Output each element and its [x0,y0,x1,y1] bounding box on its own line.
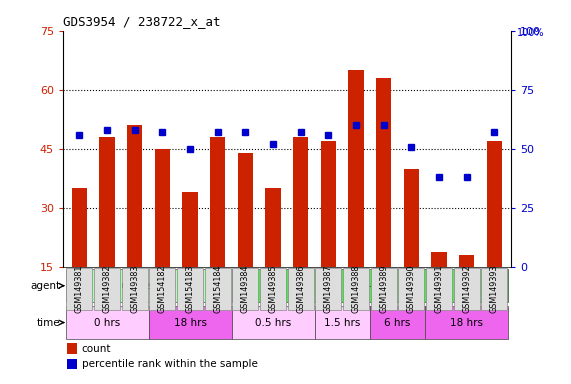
Text: GSM149382: GSM149382 [103,264,111,313]
Bar [67,343,77,354]
FancyBboxPatch shape [371,268,397,310]
Bar [432,252,447,267]
FancyBboxPatch shape [66,268,93,310]
Text: untreated: untreated [121,281,176,291]
FancyBboxPatch shape [425,306,508,339]
Bar [127,125,142,267]
Bar [348,70,364,267]
FancyBboxPatch shape [288,268,314,310]
Text: 0 hrs: 0 hrs [94,318,120,328]
Text: GSM149385: GSM149385 [268,264,278,313]
Text: GSM149389: GSM149389 [379,264,388,313]
Bar [404,169,419,267]
Text: GSM149390: GSM149390 [407,264,416,313]
Text: PCB-153: PCB-153 [347,281,393,291]
Text: GSM149388: GSM149388 [352,265,361,313]
FancyBboxPatch shape [232,268,259,310]
FancyBboxPatch shape [370,306,425,339]
FancyBboxPatch shape [232,269,508,302]
Bar [238,153,253,267]
Bar [183,192,198,267]
Text: GSM149393: GSM149393 [490,264,499,313]
Text: GDS3954 / 238722_x_at: GDS3954 / 238722_x_at [63,15,220,28]
FancyBboxPatch shape [343,268,369,310]
Bar [293,137,308,267]
FancyBboxPatch shape [454,268,480,310]
Text: GSM149381: GSM149381 [75,265,84,313]
Text: GSM149383: GSM149383 [130,265,139,313]
Bar [72,189,87,267]
FancyBboxPatch shape [315,268,341,310]
FancyBboxPatch shape [148,306,232,339]
FancyBboxPatch shape [66,269,232,302]
Bar [266,189,281,267]
Text: 100%: 100% [517,28,544,38]
Text: time: time [37,318,61,328]
Text: GSM149392: GSM149392 [463,264,471,313]
Text: 0.5 hrs: 0.5 hrs [255,318,291,328]
FancyBboxPatch shape [260,268,286,310]
FancyBboxPatch shape [122,268,148,310]
Text: GSM154183: GSM154183 [186,265,195,313]
Text: 6 hrs: 6 hrs [384,318,411,328]
Bar [99,137,115,267]
Text: GSM149386: GSM149386 [296,265,305,313]
Text: count: count [82,344,111,354]
Bar [321,141,336,267]
Bar [210,137,226,267]
Text: GSM154184: GSM154184 [213,265,222,313]
FancyBboxPatch shape [150,268,175,310]
Text: percentile rank within the sample: percentile rank within the sample [82,359,258,369]
FancyBboxPatch shape [205,268,231,310]
Text: 18 hrs: 18 hrs [451,318,483,328]
Bar [155,149,170,267]
Bar [459,255,475,267]
Text: GSM149387: GSM149387 [324,264,333,313]
FancyBboxPatch shape [399,268,424,310]
Text: 1.5 hrs: 1.5 hrs [324,318,360,328]
FancyBboxPatch shape [177,268,203,310]
Bar [67,359,77,369]
FancyBboxPatch shape [94,268,120,310]
Text: GSM149384: GSM149384 [241,265,250,313]
FancyBboxPatch shape [66,306,148,339]
Text: GSM149391: GSM149391 [435,264,444,313]
FancyBboxPatch shape [426,268,452,310]
FancyBboxPatch shape [481,268,508,310]
Bar [376,78,391,267]
FancyBboxPatch shape [315,306,370,339]
Text: 18 hrs: 18 hrs [174,318,207,328]
FancyBboxPatch shape [232,306,315,339]
Bar [487,141,502,267]
Text: agent: agent [30,281,61,291]
Text: GSM154182: GSM154182 [158,264,167,313]
